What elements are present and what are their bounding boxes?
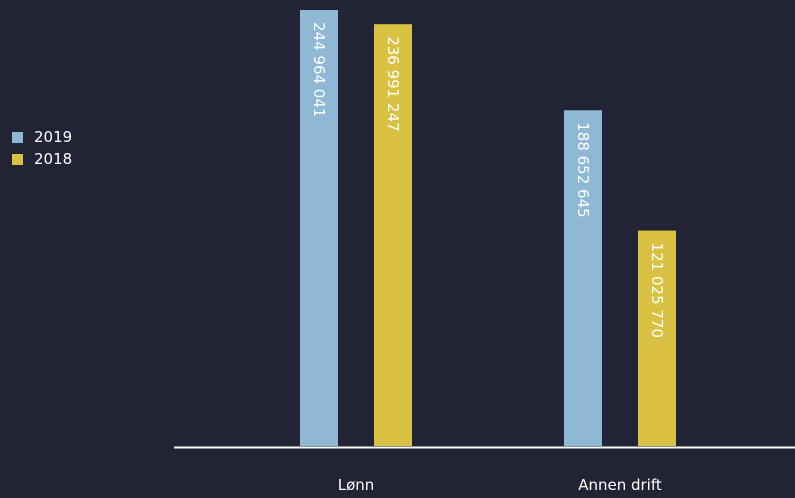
legend-swatch-2018 — [12, 153, 23, 165]
legend-item-2018: 2018 — [12, 148, 72, 170]
legend: 2019 2018 — [12, 126, 72, 170]
category-label-0: Lønn — [338, 476, 375, 494]
bar-2019-1 — [564, 110, 602, 446]
bar-2018-1 — [638, 230, 676, 446]
data-label-2019-0: 244 964 041 — [310, 22, 328, 117]
bar-2018-0 — [374, 24, 412, 447]
legend-swatch-2019 — [12, 131, 23, 143]
legend-item-2019: 2019 — [12, 126, 72, 148]
legend-label-2019: 2019 — [34, 128, 73, 146]
bar-2019-0 — [300, 10, 338, 446]
data-label-2018-0: 236 991 247 — [384, 36, 402, 131]
category-label-1: Annen drift — [578, 476, 662, 494]
data-label-2019-1: 188 652 645 — [574, 122, 592, 217]
data-label-2018-1: 121 025 770 — [648, 243, 666, 338]
legend-label-2018: 2018 — [34, 150, 73, 168]
